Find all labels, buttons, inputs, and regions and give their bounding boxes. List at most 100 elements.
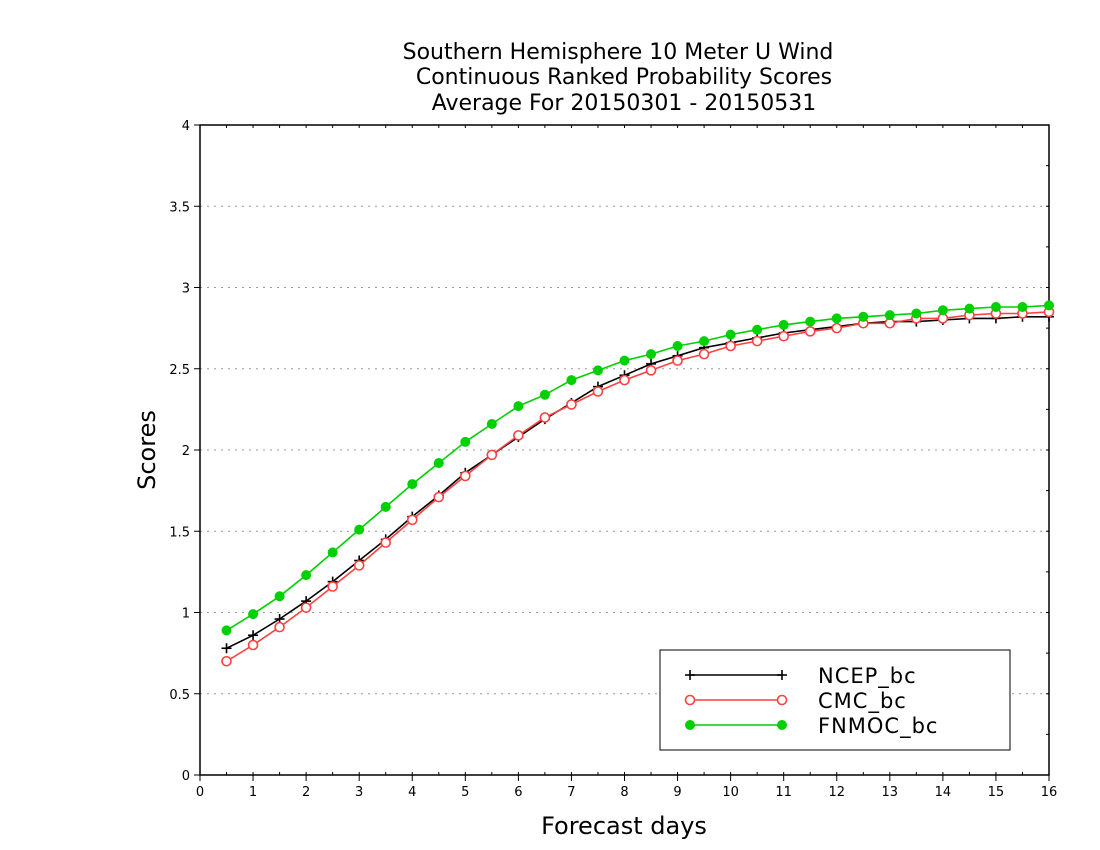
- y-tick-label-3: 1.5: [169, 525, 190, 540]
- series-fnmoc-bc-point-14: [592, 365, 603, 376]
- x-tick-label-13: 13: [882, 785, 899, 800]
- x-tick-label-10: 10: [722, 785, 739, 800]
- x-tick-label-5: 5: [461, 785, 469, 800]
- series-fnmoc-bc-line: [226, 304, 1050, 632]
- series-fnmoc-bc-point-11: [513, 401, 524, 412]
- series-fnmoc-bc-point-29: [990, 302, 1001, 312]
- legend-item-ncep-bc: NCEP_bc: [685, 664, 917, 689]
- legend-item-ncep-bc-label: NCEP_bc: [818, 664, 917, 689]
- legend-item-ncep-bc-marker-end: [777, 670, 787, 680]
- series-fnmoc-bc-point-6: [380, 501, 391, 512]
- series-cmc-bc-point-2: [274, 621, 285, 633]
- series-fnmoc-bc-point-0: [221, 625, 232, 636]
- x-tick-label-15: 15: [988, 785, 1005, 800]
- series-cmc-bc-point-12: [539, 412, 551, 423]
- series-fnmoc-bc-point-9: [460, 436, 471, 447]
- series-cmc-bc-point-4: [327, 581, 338, 592]
- series-fnmoc-bc-point-5: [354, 524, 365, 535]
- chart-title: Southern Hemisphere 10 Meter U Wind Cont…: [403, 40, 834, 116]
- series-fnmoc-bc-point-20: [752, 324, 763, 335]
- x-tick-label-12: 12: [828, 785, 845, 800]
- series-fnmoc-bc-point-7: [407, 479, 418, 490]
- series-cmc-bc-point-6: [380, 537, 392, 548]
- series-cmc-bc-line: [226, 311, 1050, 662]
- series-fnmoc-bc-point-13: [566, 375, 577, 386]
- series-cmc-bc-point-13: [566, 399, 577, 410]
- series-fnmoc-bc-point-25: [884, 310, 895, 321]
- x-tick-label-9: 9: [673, 785, 681, 800]
- legend-item-fnmoc-bc-marker-start: [685, 720, 695, 730]
- x-axis: 0 1 2 3 4 5 6 7 8 9 10 11 12 13 14 15 16: [196, 125, 1057, 800]
- grid: [200, 205, 1049, 695]
- series-cmc-bc-point-21: [778, 330, 789, 342]
- series-cmc-bc-point-16: [645, 365, 657, 376]
- series-ncep-bc-point-0: [221, 643, 232, 654]
- series-fnmoc-bc-point-18: [699, 336, 710, 347]
- legend-item-fnmoc-bc-label: FNMOC_bc: [818, 714, 938, 739]
- x-tick-label-16: 16: [1041, 785, 1058, 800]
- series-fnmoc-bc-point-27: [937, 305, 948, 316]
- x-tick-label-4: 4: [408, 785, 416, 800]
- series-cmc-bc-point-10: [486, 449, 498, 461]
- series-cmc-bc-point-7: [406, 514, 418, 526]
- legend-item-fnmoc-bc-marker-end: [777, 720, 787, 730]
- series-cmc-bc-point-1: [247, 639, 259, 651]
- y-tick-label-2: 1: [182, 607, 190, 622]
- x-tick-label-14: 14: [935, 785, 952, 800]
- series-cmc-bc-point-15: [619, 374, 630, 386]
- series-fnmoc-bc-point-23: [831, 313, 842, 324]
- series-cmc-bc: [221, 306, 1055, 667]
- series-cmc-bc-point-19: [725, 340, 736, 352]
- series-cmc-bc-point-20: [751, 335, 763, 347]
- series-fnmoc-bc-point-17: [672, 341, 683, 351]
- series-layer: [221, 300, 1055, 667]
- series-cmc-bc-point-8: [433, 491, 445, 503]
- series-ncep-bc: [221, 311, 1054, 654]
- series-cmc-bc-point-3: [300, 602, 312, 613]
- series-fnmoc-bc-point-28: [964, 303, 975, 314]
- y-axis-title: Scores: [133, 410, 161, 490]
- legend-item-cmc-bc-label: CMC_bc: [818, 689, 907, 714]
- series-fnmoc-bc: [221, 300, 1054, 636]
- y-tick-label-1: 0.5: [169, 688, 190, 703]
- chart-title-line-3: Average For 20150301 - 20150531: [432, 91, 817, 116]
- series-cmc-bc-point-17: [672, 355, 683, 366]
- series-fnmoc-bc-point-26: [911, 308, 922, 319]
- x-tick-label-11: 11: [775, 785, 792, 800]
- series-fnmoc-bc-point-3: [301, 570, 312, 581]
- series-fnmoc-bc-point-8: [433, 458, 444, 468]
- series-cmc-bc-point-22: [804, 326, 816, 337]
- series-cmc-bc-point-11: [513, 430, 524, 441]
- series-fnmoc-bc-point-30: [1017, 302, 1028, 312]
- y-tick-label-6: 3: [182, 282, 190, 297]
- series-fnmoc-bc-point-4: [327, 547, 338, 558]
- legend-item-cmc-bc-marker-start: [684, 694, 696, 706]
- series-fnmoc-bc-point-21: [778, 319, 789, 330]
- series-fnmoc-bc-point-19: [725, 329, 736, 340]
- series-cmc-bc-point-0: [221, 655, 232, 667]
- series-fnmoc-bc-point-16: [646, 349, 657, 360]
- series-fnmoc-bc-point-2: [274, 591, 285, 602]
- series-fnmoc-bc-point-22: [805, 316, 816, 327]
- y-tick-label-5: 2.5: [169, 363, 190, 378]
- series-cmc-bc-point-14: [592, 386, 604, 397]
- y-tick-label-0: 0: [182, 769, 190, 784]
- y-axis: 0 0.5 1 1.5 2 2.5 3 3.5 4: [169, 119, 1049, 784]
- x-tick-label-7: 7: [567, 785, 575, 800]
- y-tick-label-7: 3.5: [169, 200, 190, 215]
- series-fnmoc-bc-point-15: [619, 355, 630, 366]
- series-fnmoc-bc-point-10: [486, 419, 497, 429]
- series-cmc-bc-point-5: [353, 560, 365, 571]
- series-cmc-bc-point-18: [698, 348, 710, 360]
- series-fnmoc-bc-point-1: [248, 609, 259, 620]
- chart-title-line-1: Southern Hemisphere 10 Meter U Wind: [403, 40, 834, 65]
- series-ncep-bc-point-1: [248, 630, 259, 641]
- y-tick-label-8: 4: [182, 119, 190, 134]
- y-tick-label-4: 2: [182, 444, 190, 459]
- x-tick-label-0: 0: [196, 785, 204, 800]
- x-tick-label-1: 1: [249, 785, 257, 800]
- legend-item-cmc-bc-marker-end: [776, 694, 788, 706]
